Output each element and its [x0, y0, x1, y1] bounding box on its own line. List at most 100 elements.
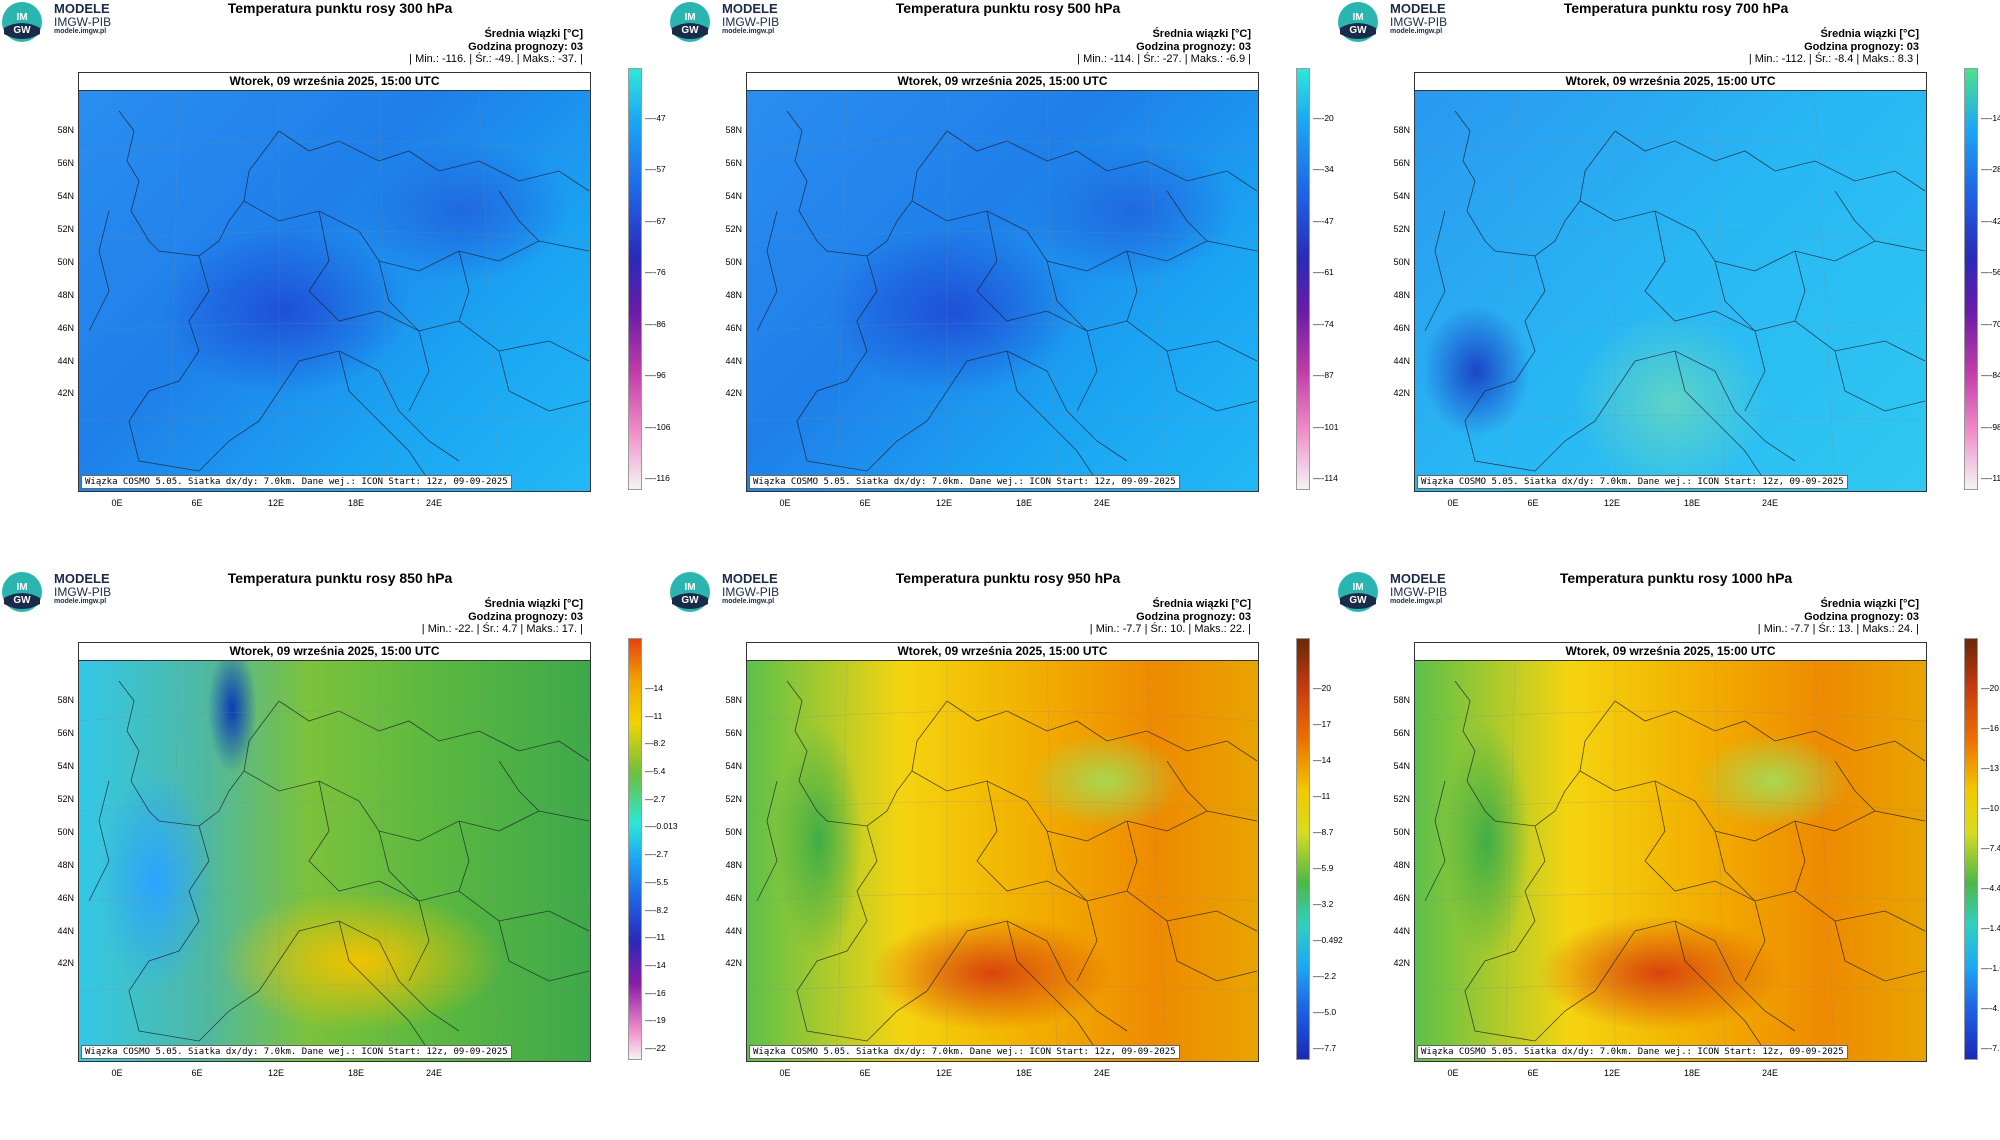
lat-label: 48N [1393, 860, 1410, 870]
dewpoint-field [79, 91, 590, 491]
svg-text:IM: IM [16, 12, 27, 23]
lat-label: 54N [57, 761, 74, 771]
lat-label: 54N [1393, 191, 1410, 201]
lat-label: 48N [57, 290, 74, 300]
lat-label: 56N [57, 158, 74, 168]
panel-title: Temperatura punktu rosy 850 hPa [227, 570, 453, 586]
brand-line2: IMGW-PIB [1390, 584, 1448, 599]
lon-label: 24E [425, 1068, 442, 1078]
colorbar-label: —-57 [645, 164, 666, 175]
colorbar-label: —-86 [645, 318, 666, 329]
forecast-panel: IM GW MODELE IMGW-PIB modele.imgw.pl Temperat… [1336, 570, 2000, 1140]
brand-line2: IMGW-PIB [722, 14, 780, 29]
lat-label: 48N [725, 290, 742, 300]
lat-label: 44N [725, 356, 742, 366]
colorbar [628, 638, 642, 1060]
brand-line1: MODELE [54, 1, 110, 16]
imgw-logo: IM GW [1338, 2, 1378, 42]
colorbar-label: —-67 [645, 215, 666, 226]
model-footer: Wiązka COSMO 5.05. Siatka dx/dy: 7.0km. … [81, 475, 512, 489]
svg-text:IM: IM [1352, 12, 1363, 23]
lat-label: 58N [57, 695, 74, 705]
panel-meta: Średnia wiązki [°C] Godzina prognozy: 03 |… [1758, 598, 1919, 636]
colorbar-label: —-42 [1981, 215, 2000, 226]
brand-text: MODELE IMGW-PIB modele.imgw.pl [1390, 2, 1447, 36]
map-area[interactable]: Wtorek, 09 września 2025, 15:00 UTC Wiązk… [1414, 642, 1927, 1062]
forecast-hour: Godzina prognozy: 03 [468, 40, 583, 53]
dewpoint-field [79, 661, 590, 1061]
country-borders [1415, 91, 1926, 491]
colorbar-label: —8.2 [645, 738, 666, 749]
forecast-hour: Godzina prognozy: 03 [1136, 610, 1251, 623]
lat-label: 42N [1393, 958, 1410, 968]
brand-line1: MODELE [722, 571, 778, 586]
country-borders [1415, 661, 1926, 1061]
lon-label: 24E [425, 498, 442, 508]
lat-label: 56N [1393, 158, 1410, 168]
lat-label: 46N [725, 893, 742, 903]
colorbar-label: —0.492 [1313, 935, 1343, 945]
brand-text: MODELE IMGW-PIB modele.imgw.pl [54, 2, 111, 36]
lat-label: 44N [1393, 926, 1410, 936]
panel-title: Temperatura punktu rosy 500 hPa [895, 0, 1121, 16]
lat-label: 42N [725, 388, 742, 398]
forecast-hour: Godzina prognozy: 03 [1804, 610, 1919, 623]
imgw-logo: IM GW [670, 572, 710, 612]
lat-label: 50N [1393, 257, 1410, 267]
brand-text: MODELE IMGW-PIB modele.imgw.pl [722, 2, 779, 36]
lat-label: 50N [1393, 827, 1410, 837]
colorbar-label: —-5.5 [645, 876, 669, 887]
brand-text: MODELE IMGW-PIB modele.imgw.pl [1390, 572, 1447, 606]
colorbar-label: —-74 [1313, 318, 1334, 329]
svg-text:IM: IM [684, 12, 695, 23]
map-area[interactable]: Wtorek, 09 września 2025, 15:00 UTC Wiązk… [78, 72, 591, 492]
colorbar-label: —-116 [645, 473, 670, 483]
lon-label: 18E [1683, 1068, 1700, 1078]
colorbar-label: —-20 [1313, 113, 1334, 123]
lat-label: 50N [725, 827, 742, 837]
map-area[interactable]: Wtorek, 09 września 2025, 15:00 UTC Wiązk… [1414, 72, 1927, 492]
stats-line: | Min.: -7.7 | Śr.: 10. | Maks.: 22. | [1089, 623, 1251, 635]
country-borders [747, 661, 1258, 1061]
lat-label: 56N [1393, 728, 1410, 738]
colorbar-label: —-101 [1313, 421, 1339, 432]
lat-label: 56N [725, 158, 742, 168]
panel-meta: Średnia wiązki [°C] Godzina prognozy: 03 |… [1090, 598, 1251, 636]
colorbar-label: —-22 [645, 1043, 666, 1053]
lon-label: 0E [779, 1068, 791, 1078]
stats-line: | Min.: -116. | Śr.: -49. | Maks.: -37. … [409, 53, 583, 65]
lon-label: 24E [1761, 498, 1778, 508]
lat-label: 48N [57, 860, 74, 870]
imgw-logo: IM GW [670, 2, 710, 42]
date-line: Wtorek, 09 września 2025, 15:00 UTC [1415, 73, 1926, 91]
colorbar-label: —14 [1313, 755, 1331, 765]
forecast-panel: IM GW MODELE IMGW-PIB modele.imgw.pl Temperat… [1336, 0, 2000, 570]
lat-label: 58N [1393, 695, 1410, 705]
dewpoint-field [1415, 91, 1926, 491]
colorbar-label: —-87 [1313, 370, 1334, 381]
lat-label: 46N [57, 893, 74, 903]
colorbar-label: —-47 [645, 113, 666, 123]
colorbar-label: —-7.7 [1313, 1043, 1337, 1053]
lat-label: 42N [57, 958, 74, 968]
lat-label: 42N [725, 958, 742, 968]
lat-label: 46N [1393, 323, 1410, 333]
lon-label: 6E [859, 498, 871, 508]
svg-text:GW: GW [681, 595, 699, 606]
lon-label: 12E [267, 498, 284, 508]
model-footer: Wiązka COSMO 5.05. Siatka dx/dy: 7.0km. … [81, 1045, 512, 1059]
colorbar-label: —-96 [645, 370, 666, 381]
lat-label: 52N [57, 794, 74, 804]
brand-line1: MODELE [54, 571, 110, 586]
map-area[interactable]: Wtorek, 09 września 2025, 15:00 UTC Wiązk… [746, 642, 1259, 1062]
brand-line1: MODELE [1390, 571, 1446, 586]
lat-label: 50N [57, 257, 74, 267]
colorbar-label: —2.7 [645, 793, 666, 804]
panel-title: Temperatura punktu rosy 950 hPa [895, 570, 1121, 586]
panel-meta: Średnia wiązki [°C] Godzina prognozy: 03 |… [1077, 28, 1251, 66]
forecast-panel: IM GW MODELE IMGW-PIB modele.imgw.pl Temperat… [668, 570, 1343, 1140]
lon-label: 0E [1447, 498, 1459, 508]
map-area[interactable]: Wtorek, 09 września 2025, 15:00 UTC Wiązk… [78, 642, 591, 1062]
lon-label: 12E [935, 498, 952, 508]
map-area[interactable]: Wtorek, 09 września 2025, 15:00 UTC Wiązk… [746, 72, 1259, 492]
